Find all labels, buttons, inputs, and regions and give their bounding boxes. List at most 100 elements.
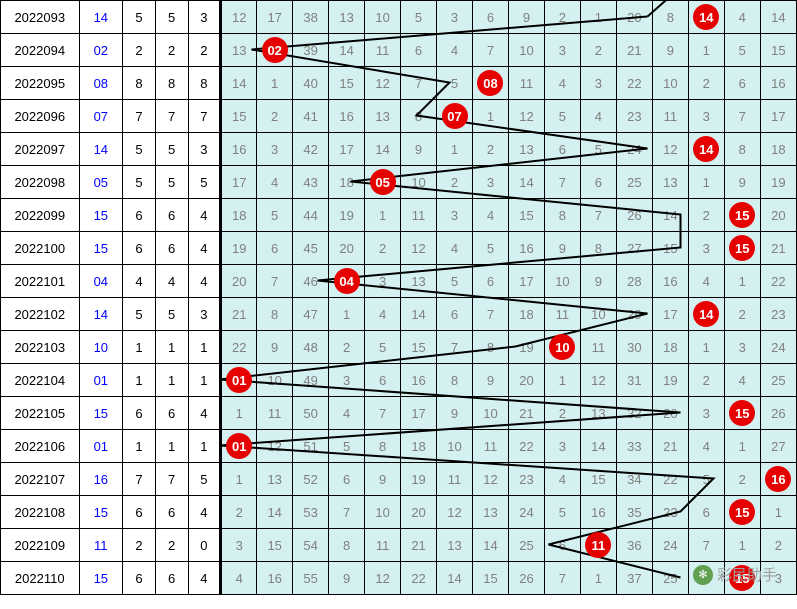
grid-cell: 20: [652, 397, 688, 430]
sub-number-cell: 4: [188, 397, 221, 430]
table-row: 2022099156641854419111341587261421520: [1, 199, 797, 232]
grid-cell: 19: [508, 331, 544, 364]
grid-cell: 22: [221, 331, 257, 364]
grid-cell: 11: [544, 298, 580, 331]
grid-cell: 18: [508, 298, 544, 331]
grid-cell: 7: [329, 496, 365, 529]
main-number-cell: 15: [79, 562, 123, 595]
grid-cell: 13: [508, 133, 544, 166]
issue-cell: 2022110: [1, 562, 80, 595]
grid-cell: 7: [473, 34, 509, 67]
grid-cell: 07: [437, 100, 473, 133]
grid-cell: 45: [293, 232, 329, 265]
grid-cell: 16: [580, 496, 616, 529]
grid-cell: 12: [473, 463, 509, 496]
table-row: 2022097145531634217149121365241214818: [1, 133, 797, 166]
grid-cell: 23: [508, 463, 544, 496]
grid-cell: 50: [293, 397, 329, 430]
grid-cell: 15: [580, 463, 616, 496]
grid-cell: 4: [544, 67, 580, 100]
grid-cell: 10: [652, 67, 688, 100]
grid-cell: 55: [293, 562, 329, 595]
grid-cell: 2: [437, 166, 473, 199]
hit-ball: 05: [370, 169, 396, 195]
issue-cell: 2022095: [1, 67, 80, 100]
grid-cell: 5: [401, 1, 437, 34]
grid-cell: 16: [760, 67, 796, 100]
grid-cell: 8: [365, 430, 401, 463]
issue-cell: 2022104: [1, 364, 80, 397]
grid-cell: 6: [724, 67, 760, 100]
grid-cell: 51: [293, 430, 329, 463]
grid-cell: 13: [257, 463, 293, 496]
hit-ball: 01: [226, 367, 252, 393]
grid-cell: 10: [544, 265, 580, 298]
hit-ball: 04: [334, 268, 360, 294]
grid-cell: 14: [688, 298, 724, 331]
grid-cell: 17: [760, 100, 796, 133]
grid-cell: 7: [437, 331, 473, 364]
main-number-cell: 15: [79, 232, 123, 265]
grid-cell: 20: [401, 496, 437, 529]
grid-cell: 2: [329, 331, 365, 364]
grid-cell: 1: [329, 298, 365, 331]
grid-cell: 7: [580, 199, 616, 232]
grid-cell: 22: [616, 67, 652, 100]
grid-cell: 5: [544, 496, 580, 529]
grid-cell: 4: [473, 199, 509, 232]
sub-number-cell: 1: [123, 430, 156, 463]
hit-ball: 15: [729, 235, 755, 261]
sub-number-cell: 7: [123, 463, 156, 496]
grid-cell: 10: [544, 331, 580, 364]
sub-number-cell: 5: [155, 1, 188, 34]
wechat-icon: ✻: [693, 565, 713, 585]
issue-cell: 2022106: [1, 430, 80, 463]
grid-cell: 16: [221, 133, 257, 166]
grid-cell: 48: [293, 331, 329, 364]
hit-ball: 14: [693, 136, 719, 162]
grid-cell: 14: [437, 562, 473, 595]
hit-ball: 11: [585, 532, 611, 558]
grid-cell: 5: [437, 265, 473, 298]
sub-number-cell: 1: [188, 430, 221, 463]
grid-cell: 41: [293, 100, 329, 133]
grid-cell: 15: [329, 67, 365, 100]
issue-cell: 2022097: [1, 133, 80, 166]
grid-cell: 11: [580, 529, 616, 562]
grid-cell: 2: [544, 1, 580, 34]
sub-number-cell: 2: [123, 34, 156, 67]
grid-cell: 20: [329, 232, 365, 265]
grid-cell: 11: [365, 529, 401, 562]
grid-cell: 26: [508, 562, 544, 595]
grid-cell: 13: [580, 397, 616, 430]
sub-number-cell: 1: [188, 331, 221, 364]
grid-cell: 19: [329, 199, 365, 232]
issue-cell: 2022108: [1, 496, 80, 529]
grid-cell: 22: [760, 265, 796, 298]
grid-cell: 6: [365, 364, 401, 397]
grid-cell: 4: [580, 100, 616, 133]
grid-cell: 13: [329, 1, 365, 34]
grid-cell: 7: [365, 397, 401, 430]
sub-number-cell: 4: [155, 265, 188, 298]
grid-cell: 19: [652, 364, 688, 397]
main-number-cell: 07: [79, 100, 123, 133]
main-number-cell: 11: [79, 529, 123, 562]
grid-cell: 43: [293, 166, 329, 199]
grid-cell: 9: [724, 166, 760, 199]
grid-cell: 5: [473, 232, 509, 265]
grid-cell: 1: [437, 133, 473, 166]
grid-cell: 9: [329, 562, 365, 595]
grid-cell: 24: [760, 331, 796, 364]
grid-cell: 01: [221, 430, 257, 463]
grid-cell: 8: [544, 199, 580, 232]
grid-cell: 22: [652, 463, 688, 496]
issue-cell: 2022099: [1, 199, 80, 232]
grid-cell: 3: [437, 1, 473, 34]
main-number-cell: 05: [79, 166, 123, 199]
sub-number-cell: 2: [155, 529, 188, 562]
grid-cell: 32: [616, 397, 652, 430]
grid-cell: 5: [257, 199, 293, 232]
grid-cell: 15: [508, 199, 544, 232]
grid-cell: 24: [652, 529, 688, 562]
